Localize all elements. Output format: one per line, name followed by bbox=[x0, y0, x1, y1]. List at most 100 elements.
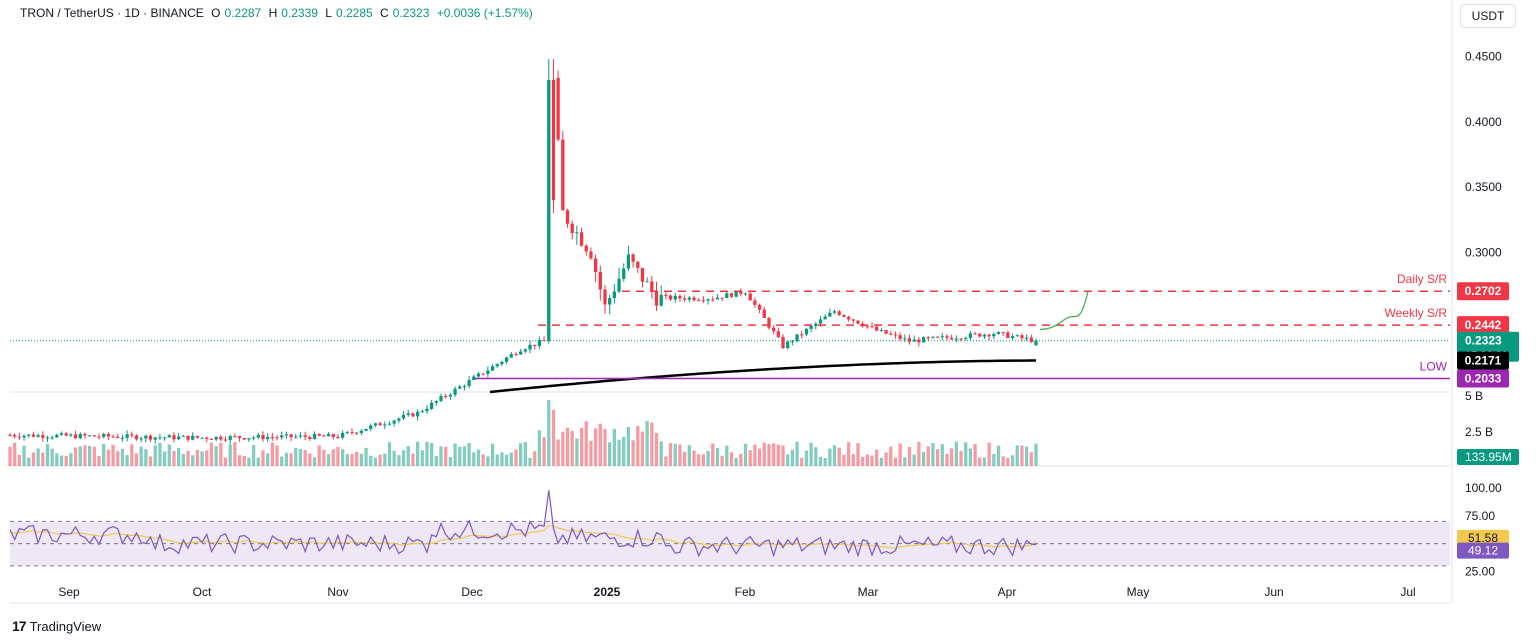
candle-body[interactable] bbox=[622, 268, 626, 279]
candle-body[interactable] bbox=[1001, 332, 1005, 334]
candle-body[interactable] bbox=[945, 336, 949, 338]
candle-body[interactable] bbox=[495, 364, 499, 367]
volume-bar[interactable] bbox=[340, 449, 345, 466]
volume-bar[interactable] bbox=[280, 456, 284, 466]
candle-body[interactable] bbox=[13, 435, 17, 437]
candle-body[interactable] bbox=[378, 423, 382, 426]
volume-bar[interactable] bbox=[996, 445, 1001, 466]
candle-body[interactable] bbox=[743, 293, 748, 295]
candle-body[interactable] bbox=[181, 435, 185, 437]
volume-bar[interactable] bbox=[856, 443, 860, 466]
volume-bar[interactable] bbox=[734, 457, 738, 466]
candle-body[interactable] bbox=[167, 435, 171, 438]
candle-body[interactable] bbox=[959, 338, 963, 340]
volume-bar[interactable] bbox=[781, 445, 785, 466]
candle-body[interactable] bbox=[158, 437, 162, 439]
volume-bar[interactable] bbox=[317, 445, 321, 466]
candle-body[interactable] bbox=[144, 435, 148, 439]
volume-bar[interactable] bbox=[130, 444, 134, 466]
candle-body[interactable] bbox=[926, 337, 930, 339]
candle-body[interactable] bbox=[509, 354, 513, 358]
volume-bar[interactable] bbox=[668, 442, 673, 466]
candle-body[interactable] bbox=[200, 437, 204, 439]
candle-body[interactable] bbox=[401, 415, 406, 419]
volume-bar[interactable] bbox=[753, 444, 757, 466]
volume-bar[interactable] bbox=[392, 450, 396, 466]
volume-bar[interactable] bbox=[78, 446, 82, 466]
candle-body[interactable] bbox=[514, 354, 518, 356]
volume-bar[interactable] bbox=[743, 443, 748, 466]
volume-bar[interactable] bbox=[191, 455, 195, 466]
volume-bar[interactable] bbox=[631, 440, 635, 466]
volume-bar[interactable] bbox=[73, 447, 78, 466]
volume-bar[interactable] bbox=[500, 452, 504, 466]
candle-body[interactable] bbox=[336, 437, 340, 439]
candle-body[interactable] bbox=[687, 297, 691, 300]
candle-body[interactable] bbox=[298, 435, 303, 437]
candle-body[interactable] bbox=[247, 438, 251, 440]
candle-body[interactable] bbox=[715, 297, 720, 300]
volume-bar[interactable] bbox=[472, 452, 476, 466]
candle-body[interactable] bbox=[884, 330, 888, 334]
volume-bar[interactable] bbox=[711, 443, 715, 466]
volume-bar[interactable] bbox=[978, 457, 982, 466]
candle-body[interactable] bbox=[678, 295, 682, 299]
volume-bar[interactable] bbox=[879, 457, 884, 466]
candle-body[interactable] bbox=[523, 349, 527, 352]
candle-body[interactable] bbox=[1020, 335, 1024, 339]
volume-bar[interactable] bbox=[134, 453, 139, 466]
symbol-title[interactable]: TRON / TetherUS · 1D · BINANCE bbox=[20, 6, 204, 20]
candle-body[interactable] bbox=[125, 434, 129, 438]
volume-bar[interactable] bbox=[476, 449, 481, 466]
candle-body[interactable] bbox=[490, 366, 495, 371]
volume-bar[interactable] bbox=[729, 452, 734, 466]
candle-body[interactable] bbox=[31, 434, 36, 437]
volume-bar[interactable] bbox=[1029, 452, 1033, 466]
candle-body[interactable] bbox=[69, 434, 73, 436]
volume-bar[interactable] bbox=[97, 455, 101, 466]
candle-body[interactable] bbox=[411, 413, 415, 417]
volume-bar[interactable] bbox=[50, 448, 54, 466]
volume-bar[interactable] bbox=[640, 431, 645, 466]
volume-bar[interactable] bbox=[448, 457, 453, 466]
volume-bar[interactable] bbox=[861, 456, 865, 466]
candle-body[interactable] bbox=[950, 337, 954, 340]
volume-bar[interactable] bbox=[383, 453, 387, 466]
volume-bar[interactable] bbox=[837, 447, 841, 466]
candle-body[interactable] bbox=[153, 437, 157, 440]
volume-bar[interactable] bbox=[27, 457, 31, 466]
volume-bar[interactable] bbox=[790, 449, 795, 466]
candle-body[interactable] bbox=[8, 435, 12, 437]
volume-bar[interactable] bbox=[626, 426, 631, 466]
volume-bar[interactable] bbox=[533, 451, 537, 466]
volume-bar[interactable] bbox=[406, 446, 410, 466]
volume-bar[interactable] bbox=[45, 443, 50, 466]
volume-bar[interactable] bbox=[846, 442, 851, 466]
volume-bar[interactable] bbox=[444, 446, 448, 466]
candle-body[interactable] bbox=[45, 437, 50, 439]
volume-bar[interactable] bbox=[804, 450, 809, 466]
volume-bar[interactable] bbox=[8, 446, 12, 466]
volume-bar[interactable] bbox=[401, 450, 406, 466]
volume-bar[interactable] bbox=[158, 442, 162, 466]
volume-bar[interactable] bbox=[420, 450, 424, 466]
candle-body[interactable] bbox=[603, 289, 607, 305]
candle-body[interactable] bbox=[261, 434, 265, 440]
volume-bar[interactable] bbox=[917, 441, 921, 466]
candle-body[interactable] bbox=[50, 437, 54, 439]
candle-body[interactable] bbox=[739, 290, 743, 294]
volume-bar[interactable] bbox=[312, 457, 317, 466]
volume-bar[interactable] bbox=[458, 446, 462, 466]
volume-bar[interactable] bbox=[387, 442, 392, 466]
candle-body[interactable] bbox=[786, 341, 790, 349]
volume-bar[interactable] bbox=[561, 431, 565, 466]
candle-body[interactable] bbox=[209, 439, 214, 441]
volume-bar[interactable] bbox=[687, 445, 691, 466]
volume-bar[interactable] bbox=[608, 442, 612, 466]
candle-body[interactable] bbox=[875, 326, 879, 331]
candle-body[interactable] bbox=[27, 434, 31, 436]
volume-bar[interactable] bbox=[214, 445, 218, 466]
volume-bar[interactable] bbox=[251, 445, 256, 466]
volume-bar[interactable] bbox=[369, 455, 373, 466]
moving-average-line[interactable] bbox=[489, 359, 1037, 394]
